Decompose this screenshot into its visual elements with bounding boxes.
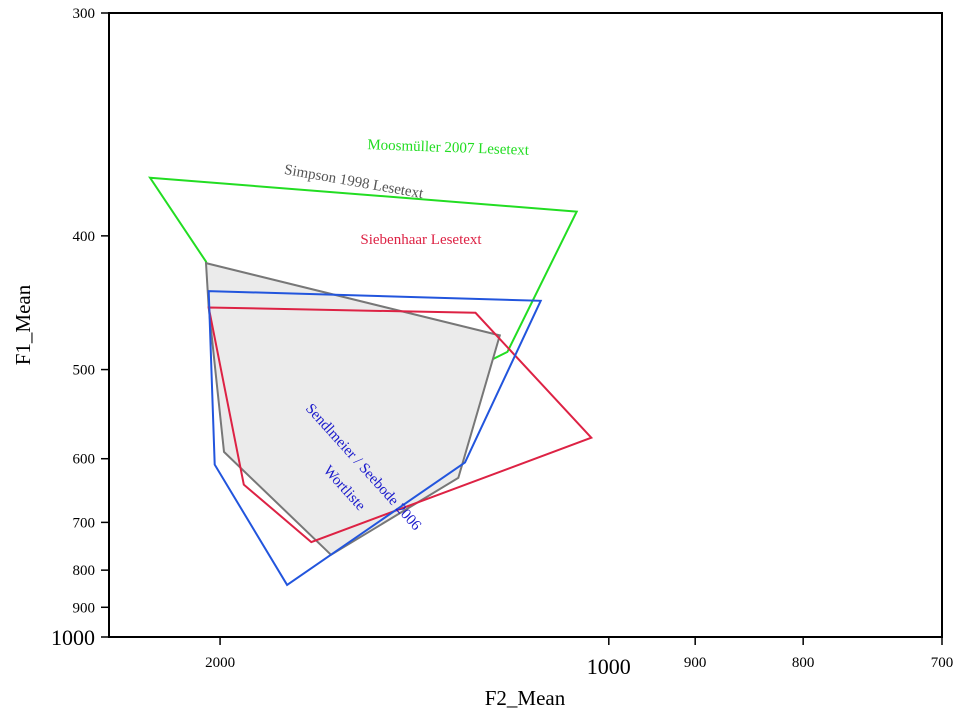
tick-layer: 2000 1000 900 800 700 300 400 500 600 700 800 900 10… [51, 6, 953, 679]
y-axis-label: F1_Mean [11, 284, 35, 365]
x-tick-label-4: 800 [792, 655, 815, 671]
annotation-siebenhaar: Siebenhaar Lesetext [360, 232, 482, 248]
x-tick-label-2: 1000 [587, 654, 631, 679]
x-tick-label-3: 900 [684, 655, 707, 671]
plot-frame [108, 12, 943, 638]
series-polygon-2 [204, 261, 502, 557]
y-tick-label-4: 600 [73, 452, 96, 468]
series-polygon-4 [207, 290, 543, 587]
series-layer [148, 176, 594, 587]
y-tick-label-8: 1000 [51, 625, 95, 650]
y-tick-label-6: 800 [73, 563, 96, 579]
series-polygon-3 [207, 306, 594, 544]
y-tick-label-5: 700 [73, 515, 96, 531]
annotation-simpson: Simpson 1998 Lesetext [283, 162, 425, 202]
y-tick-label-3: 500 [73, 363, 96, 379]
x-tick-label-1: 2000 [205, 655, 235, 671]
x-tick-label-5: 700 [931, 655, 954, 671]
y-tick-label-2: 400 [73, 229, 96, 245]
annotation-moosmueller: Moosmüller 2007 Lesetext [367, 137, 530, 159]
x-axis-label: F2_Mean [485, 686, 566, 710]
y-tick-label-7: 900 [73, 600, 96, 616]
y-tick-label-1: 300 [73, 6, 96, 22]
